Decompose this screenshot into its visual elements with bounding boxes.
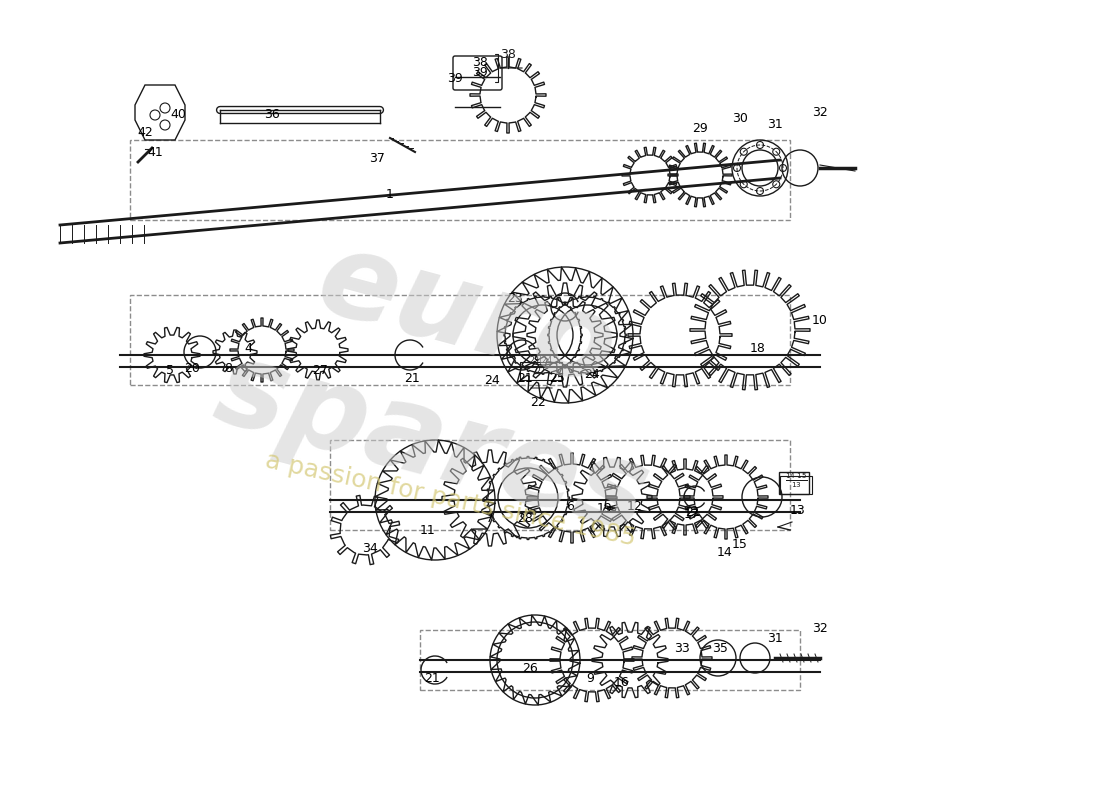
Text: 4: 4 bbox=[244, 342, 252, 354]
Text: 7: 7 bbox=[486, 511, 494, 525]
Text: 9: 9 bbox=[586, 671, 594, 685]
Text: 25: 25 bbox=[549, 371, 565, 385]
Text: 30: 30 bbox=[733, 111, 748, 125]
Text: $\frac{14\ 15}{13}$: $\frac{14\ 15}{13}$ bbox=[784, 471, 807, 490]
Text: 18: 18 bbox=[750, 342, 766, 354]
Text: 11: 11 bbox=[420, 523, 436, 537]
Text: 38: 38 bbox=[500, 49, 516, 62]
Text: 39: 39 bbox=[447, 71, 463, 85]
Text: 10: 10 bbox=[812, 314, 828, 326]
Text: 42: 42 bbox=[138, 126, 153, 138]
Text: 31: 31 bbox=[767, 118, 783, 131]
Text: 14: 14 bbox=[717, 546, 733, 558]
Text: 8: 8 bbox=[224, 362, 232, 374]
Text: 24: 24 bbox=[484, 374, 499, 386]
Text: 29: 29 bbox=[692, 122, 708, 134]
Text: a passion for parts since 1985: a passion for parts since 1985 bbox=[263, 449, 638, 551]
Text: 41: 41 bbox=[147, 146, 163, 158]
Text: euro
spares: euro spares bbox=[204, 203, 696, 557]
Text: 21: 21 bbox=[404, 371, 420, 385]
Text: 15: 15 bbox=[733, 538, 748, 551]
Text: 6: 6 bbox=[566, 501, 574, 514]
Text: 40: 40 bbox=[170, 109, 186, 122]
Text: 22: 22 bbox=[530, 395, 546, 409]
Text: 13: 13 bbox=[790, 503, 806, 517]
Text: 17: 17 bbox=[684, 509, 700, 522]
Text: 35: 35 bbox=[712, 642, 728, 654]
Text: 5: 5 bbox=[166, 363, 174, 377]
Text: 38: 38 bbox=[472, 55, 488, 69]
Text: 27: 27 bbox=[312, 363, 328, 377]
Text: 32: 32 bbox=[812, 622, 828, 634]
Text: 19: 19 bbox=[597, 502, 613, 514]
Text: 21: 21 bbox=[425, 671, 440, 685]
Text: 36: 36 bbox=[264, 109, 279, 122]
Text: 39: 39 bbox=[472, 66, 488, 78]
Text: 12: 12 bbox=[627, 501, 642, 514]
Text: 32: 32 bbox=[812, 106, 828, 118]
Text: 34: 34 bbox=[362, 542, 378, 554]
Text: 37: 37 bbox=[370, 151, 385, 165]
Text: 21: 21 bbox=[685, 506, 701, 518]
Text: $\frac{23|24}{22}$: $\frac{23|24}{22}$ bbox=[529, 354, 553, 378]
Text: 31: 31 bbox=[767, 631, 783, 645]
Text: 23: 23 bbox=[507, 291, 522, 305]
Text: 21: 21 bbox=[517, 371, 532, 385]
Text: 24: 24 bbox=[584, 369, 600, 382]
Text: 16: 16 bbox=[614, 675, 630, 689]
Text: 33: 33 bbox=[674, 642, 690, 654]
Text: 1: 1 bbox=[386, 189, 394, 202]
Text: 26: 26 bbox=[522, 662, 538, 674]
Text: 20: 20 bbox=[184, 362, 200, 374]
Text: 28: 28 bbox=[517, 511, 532, 525]
